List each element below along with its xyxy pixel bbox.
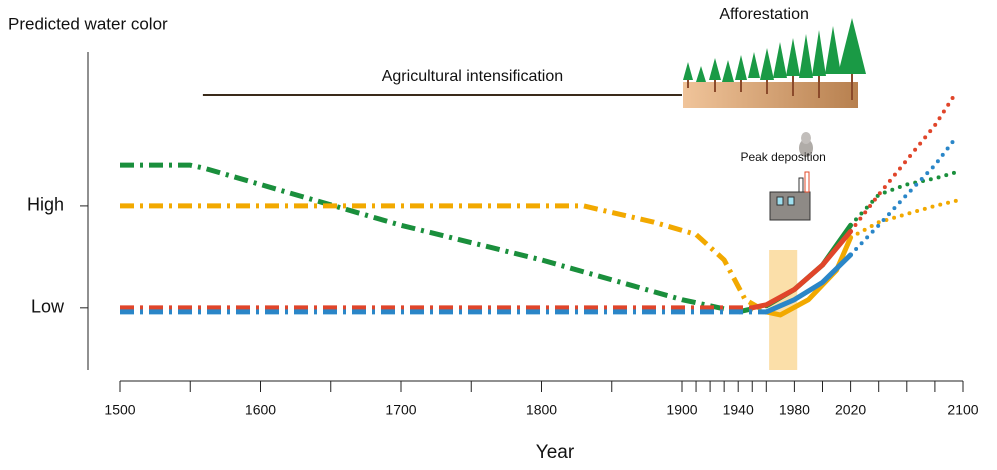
x-tick-label: 1900 [666, 402, 697, 418]
annotation: Peak deposition [740, 150, 825, 164]
x-tick-label: 1800 [526, 402, 557, 418]
x-tick-label: 1500 [104, 402, 135, 418]
chart-title: Predicted water color [8, 14, 168, 33]
factory-icon [770, 132, 813, 220]
x-tick-label: 1700 [385, 402, 416, 418]
x-tick-label: 1980 [779, 402, 810, 418]
forest-illustration [683, 18, 866, 108]
x-tick-label: 1600 [245, 402, 276, 418]
series-line [120, 165, 766, 312]
series-line [851, 93, 956, 232]
series-line [120, 206, 766, 312]
annotation: Agricultural intensification [382, 68, 563, 85]
series-line [851, 138, 956, 255]
y-tick-label: Low [31, 297, 65, 317]
y-tick-label: High [27, 195, 64, 215]
x-tick-label: 2020 [835, 402, 866, 418]
x-tick-label: 1940 [723, 402, 754, 418]
x-axis-label: Year [536, 442, 575, 463]
x-tick-label: 2100 [947, 402, 978, 418]
series-line [851, 172, 956, 225]
annotation: Afforestation [719, 6, 809, 23]
chart: Predicted water color Year 1500 1600 1700 1… [0, 0, 997, 470]
